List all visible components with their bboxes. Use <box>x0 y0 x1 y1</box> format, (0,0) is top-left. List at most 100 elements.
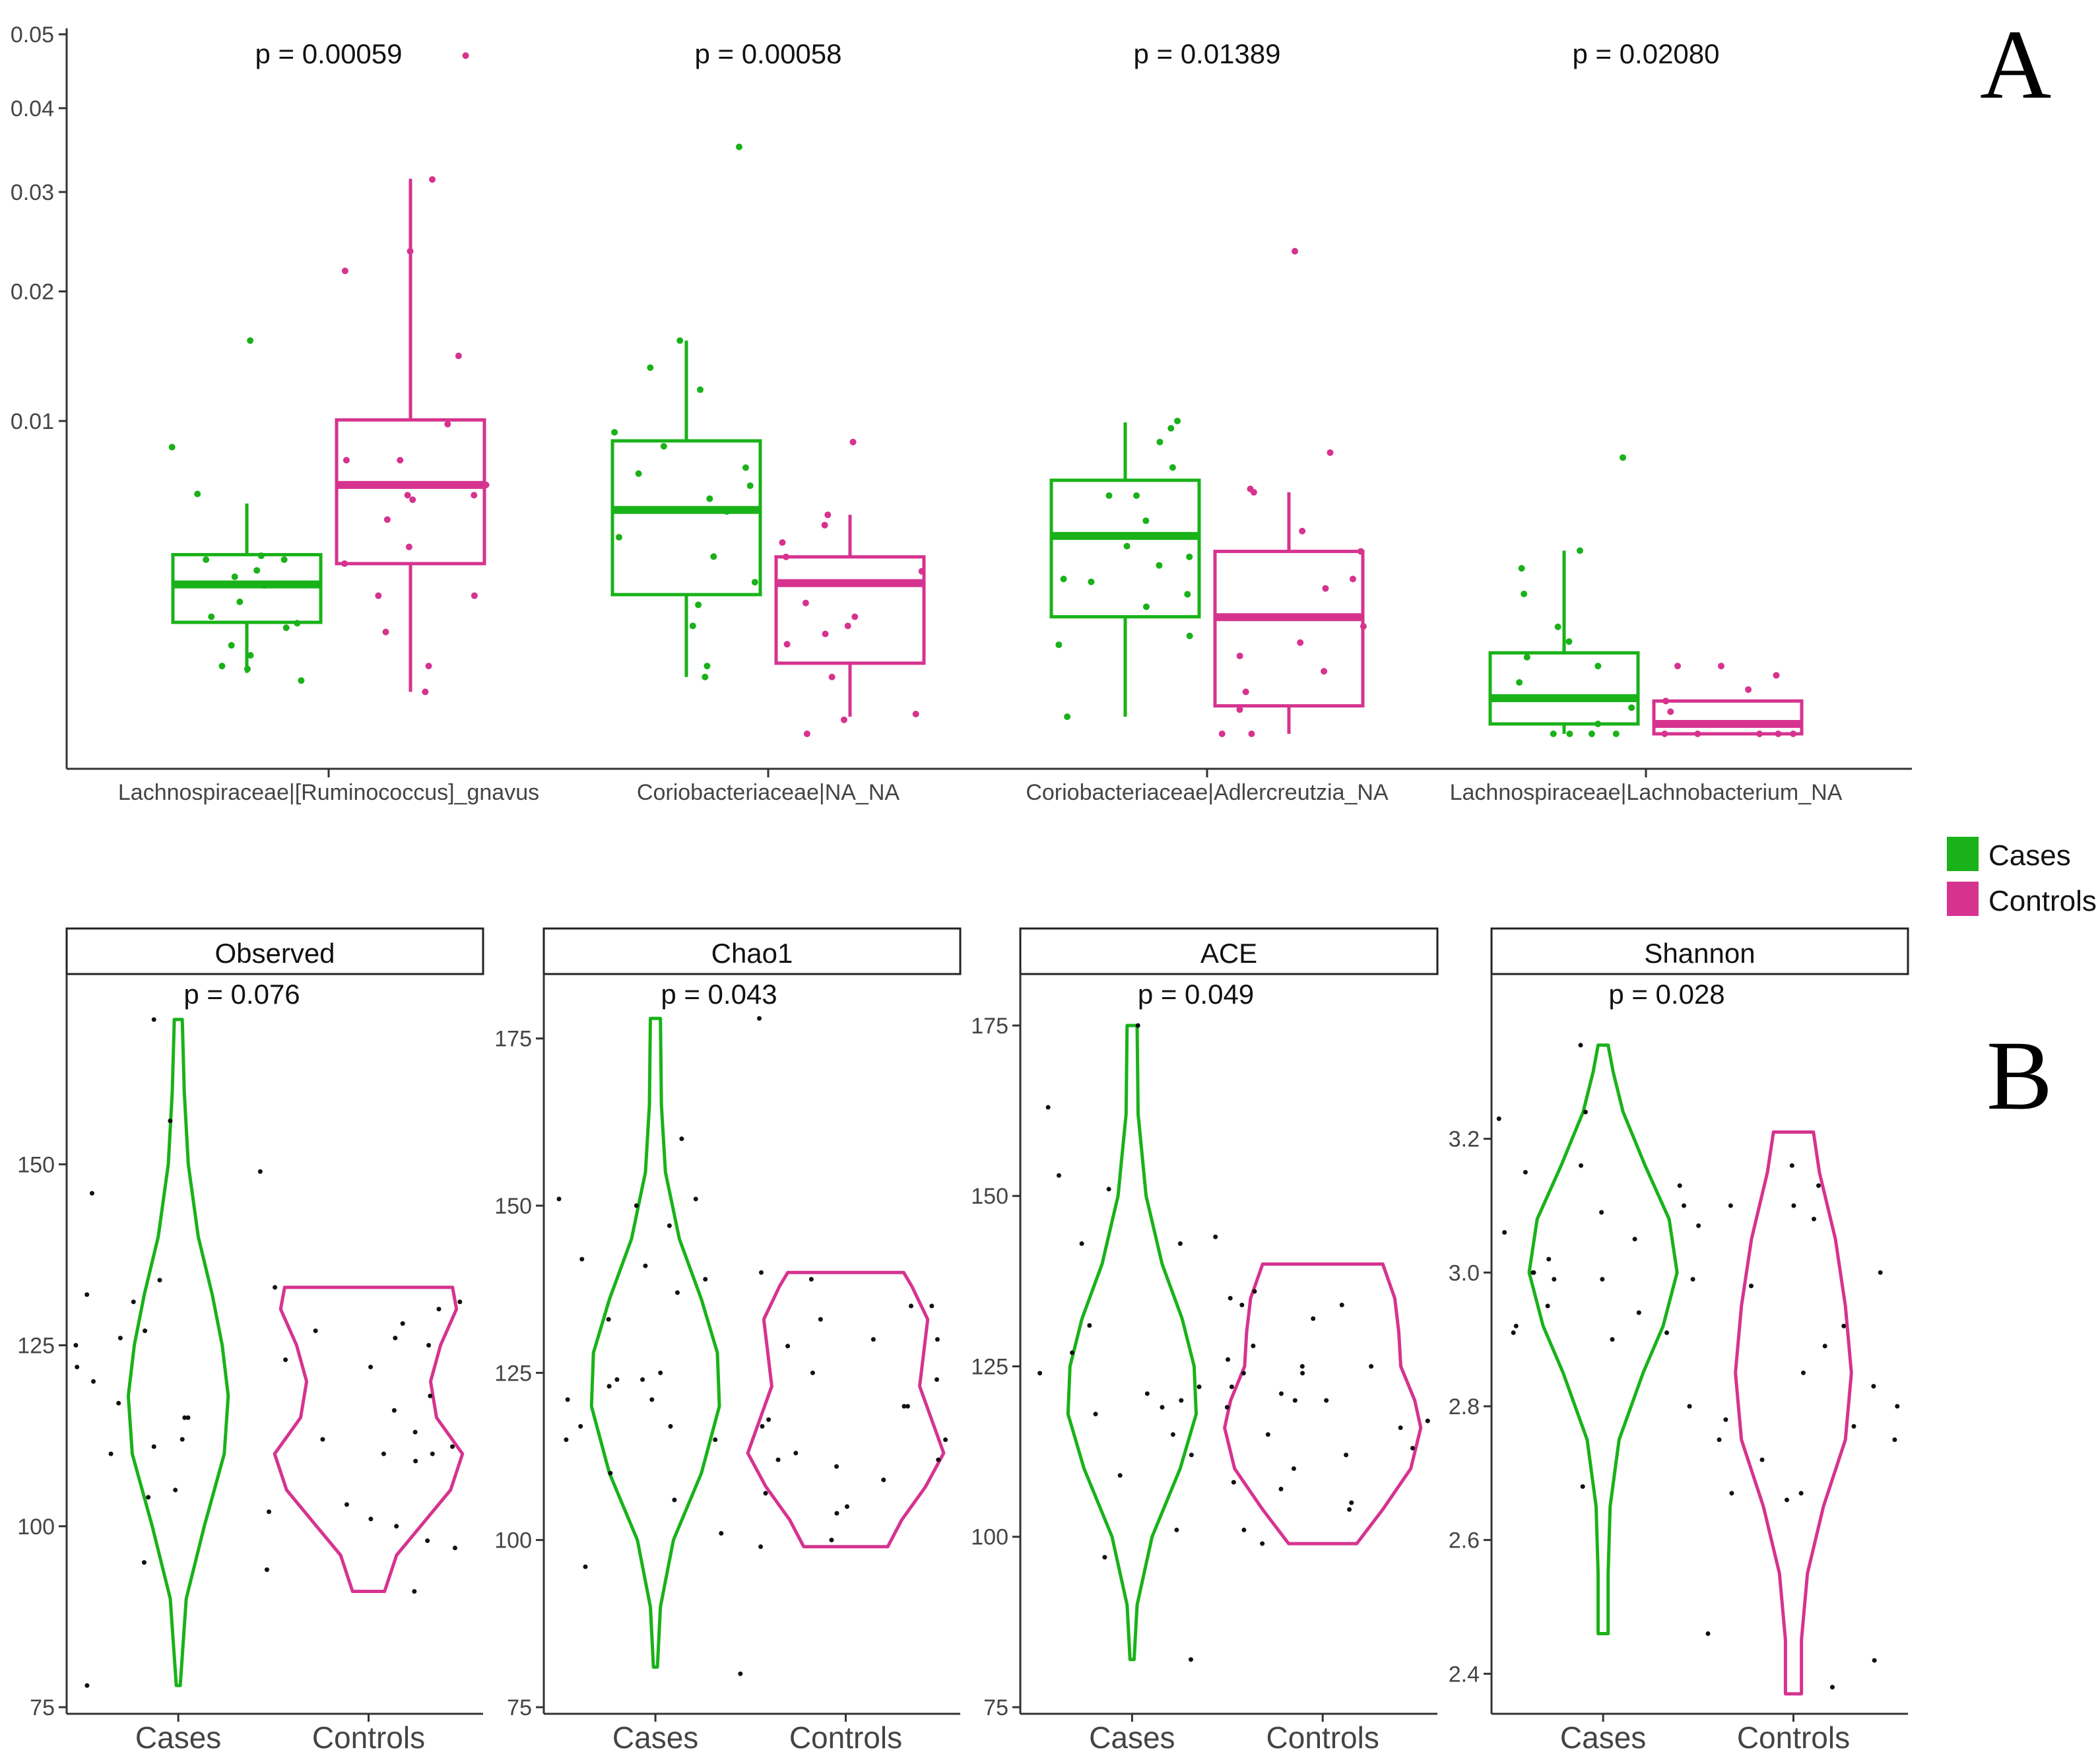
data-point <box>203 556 210 564</box>
data-point <box>1339 1303 1344 1308</box>
p-value: p = 0.043 <box>661 979 777 1010</box>
data-point <box>400 1321 405 1326</box>
data-point <box>679 1136 684 1142</box>
data-point <box>1523 1169 1528 1175</box>
violin-cases <box>126 1018 230 1687</box>
data-point <box>1775 731 1782 737</box>
data-point <box>611 429 618 436</box>
data-point <box>1578 1043 1583 1048</box>
data-point <box>766 1417 771 1422</box>
data-point <box>425 1538 430 1544</box>
data-point <box>1729 1491 1734 1496</box>
data-point <box>1299 527 1306 535</box>
data-point <box>672 1497 677 1503</box>
data-point <box>1117 1473 1123 1478</box>
data-point <box>1369 1363 1374 1369</box>
box-cases <box>1049 417 1201 721</box>
data-point <box>844 1504 849 1509</box>
data-point <box>1070 1350 1075 1355</box>
data-point <box>75 1364 80 1369</box>
data-point <box>918 568 925 575</box>
data-point <box>1160 1404 1165 1410</box>
violin-controls <box>746 1270 946 1549</box>
panel-a-x-labels: Lachnospiraceae|[Ruminococcus]_gnavus Cor… <box>118 769 1843 805</box>
data-point <box>674 1290 680 1295</box>
y-tick-label: 150 <box>17 1152 55 1177</box>
data-point <box>829 1538 834 1543</box>
data-point <box>1135 1023 1140 1028</box>
box-iqr <box>610 439 762 597</box>
data-point <box>471 492 478 499</box>
data-point <box>412 1429 418 1435</box>
data-point <box>1142 603 1150 610</box>
data-point <box>1093 1412 1098 1417</box>
box-iqr <box>1213 550 1365 708</box>
y-tick-label: 75 <box>507 1695 532 1720</box>
y-tick-label: 2.8 <box>1449 1394 1480 1419</box>
data-point <box>1241 1527 1247 1532</box>
data-point <box>668 1423 673 1429</box>
data-point <box>1184 591 1191 598</box>
data-point <box>1260 1541 1265 1546</box>
data-point <box>1705 1631 1711 1637</box>
data-point <box>397 457 404 464</box>
data-point <box>267 1509 272 1515</box>
data-point <box>1576 547 1583 554</box>
data-point <box>429 176 436 183</box>
data-point <box>1516 679 1523 686</box>
panel-a-p-value: p = 0.00059 <box>255 38 402 69</box>
violin-cases <box>589 1016 721 1669</box>
data-point <box>1327 449 1334 456</box>
data-point <box>1789 1163 1794 1168</box>
data-point <box>404 492 411 499</box>
data-point <box>141 1560 147 1565</box>
y-tick-label: 150 <box>971 1184 1008 1209</box>
p-value: p = 0.049 <box>1138 979 1254 1010</box>
data-point <box>1037 1371 1043 1376</box>
panel-a-boxes <box>168 52 1804 737</box>
data-point <box>1600 1276 1605 1282</box>
data-point <box>457 1299 463 1305</box>
panel-a-y-tick-label: 0.03 <box>11 180 54 205</box>
y-tick-label: 100 <box>971 1525 1008 1550</box>
box-iqr <box>1652 699 1804 736</box>
data-point <box>943 1437 948 1443</box>
data-point <box>382 628 389 636</box>
data-point <box>706 495 713 502</box>
data-point <box>247 337 254 344</box>
data-point <box>1248 731 1255 737</box>
data-point <box>1628 704 1635 711</box>
data-point <box>436 1307 442 1312</box>
data-point <box>1599 1210 1604 1215</box>
data-point <box>810 1370 815 1375</box>
data-point <box>1252 1289 1257 1294</box>
data-point <box>151 1444 156 1449</box>
data-point <box>1251 1344 1256 1349</box>
data-point <box>407 247 414 255</box>
y-tick-label: 125 <box>17 1334 55 1359</box>
box-controls <box>774 438 926 737</box>
data-point <box>116 1400 121 1406</box>
data-point <box>208 613 215 620</box>
data-point <box>180 1437 185 1442</box>
data-point <box>824 511 832 519</box>
data-point <box>1347 1507 1352 1512</box>
data-point <box>1250 489 1257 496</box>
data-point <box>1224 1404 1230 1410</box>
data-point <box>1892 1437 1897 1443</box>
facet-strip-title: Chao1 <box>711 938 793 969</box>
panel-a-x-label: Coriobacteriaceae|NA_NA <box>637 780 900 805</box>
data-point <box>394 1524 399 1529</box>
data-point <box>1822 1344 1827 1349</box>
data-point <box>253 567 261 574</box>
data-point <box>689 622 696 630</box>
data-point <box>1229 1384 1234 1389</box>
data-point <box>422 688 429 696</box>
data-point <box>273 1285 278 1290</box>
data-point <box>428 1393 433 1398</box>
data-point <box>1798 1491 1804 1496</box>
data-point <box>1300 1371 1305 1376</box>
data-point <box>1142 517 1150 525</box>
data-point <box>643 1263 648 1268</box>
data-point <box>1357 548 1364 555</box>
